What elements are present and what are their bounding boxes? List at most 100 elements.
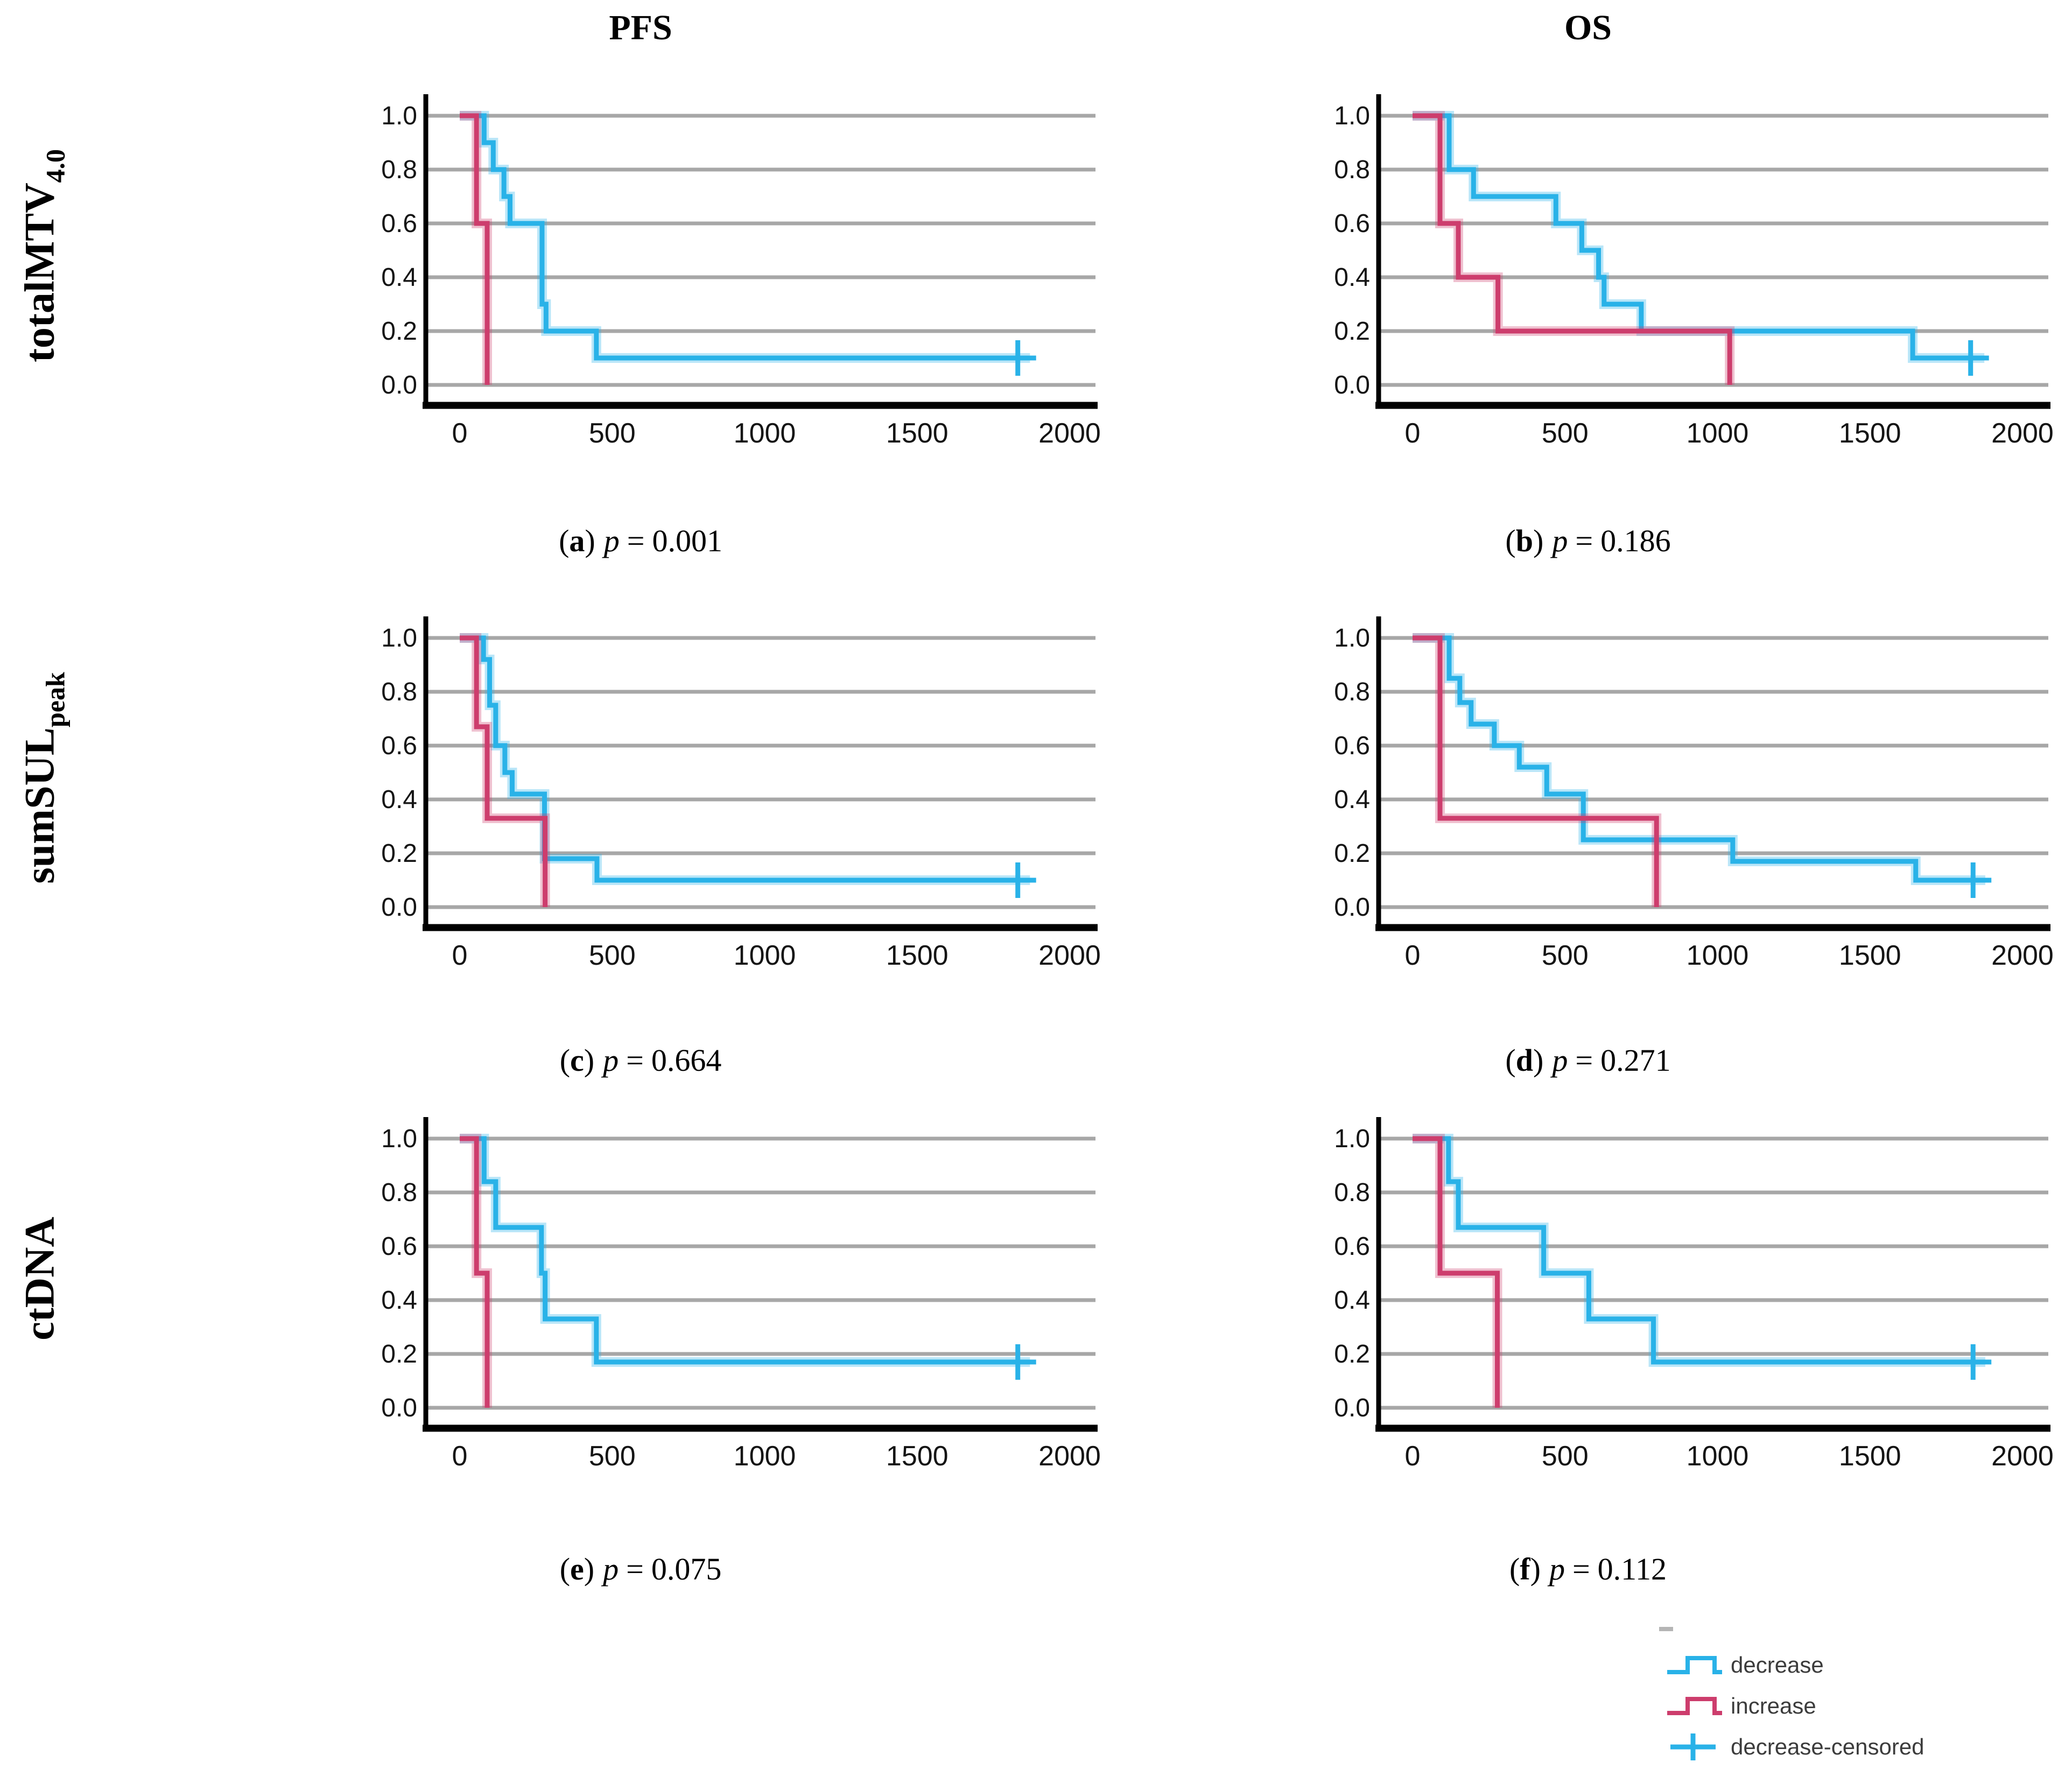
caption-letter: c (570, 1043, 584, 1078)
caption-p-symbol: p (1552, 1043, 1568, 1078)
caption-paren-open: ( (559, 1043, 571, 1078)
row-label-totalmtv: totalMTV4.0 (16, 149, 71, 362)
km-plot-f: 1.0 0.8 0.6 0.4 0.2 0.0 0 500 1000 1500 2000 (1334, 1117, 2054, 1472)
x-tick-label: 2000 (1038, 940, 1101, 971)
caption-paren-close: ) (585, 523, 595, 558)
y-tick-label: 0.2 (1334, 1340, 1370, 1368)
y-tick-label: 0.6 (1334, 732, 1370, 760)
series-decrease-halo (1413, 633, 1985, 885)
km-plot-e: 1.0 0.8 0.6 0.4 0.2 0.0 0 500 1000 1500 2000 (381, 1117, 1101, 1472)
legend-item: increase (1666, 1686, 1924, 1726)
y-tick-label: 0.2 (1334, 317, 1370, 346)
x-tick-label: 500 (589, 940, 636, 971)
y-tick-label: 0.8 (1334, 156, 1370, 184)
x-tick-label: 2000 (1991, 1441, 2054, 1472)
series-decrease (1413, 635, 1985, 883)
km-panel-f: 1.0 0.8 0.6 0.4 0.2 0.0 0 500 1000 1500 2000 (1324, 1098, 2062, 1550)
caption-p-symbol: p (603, 1552, 619, 1587)
row-label-main: ctDNA (16, 1217, 63, 1340)
caption-p-value: 0.186 (1600, 523, 1671, 558)
caption-paren-close: ) (1530, 1552, 1541, 1587)
row-label-sumsul: sumSULpeak (16, 672, 71, 883)
caption-equals: = (627, 523, 645, 558)
series-increase (1413, 1136, 1500, 1408)
column-header-pfs: PFS (609, 8, 672, 47)
y-tick-label: 1.0 (1334, 624, 1370, 652)
y-tick-label: 0.2 (381, 839, 417, 868)
caption-d: (d) p = 0.271 (1319, 1028, 1857, 1093)
legend-plus-glyph (1670, 1733, 1716, 1760)
row-label-subscript: 4.0 (40, 149, 71, 183)
caption-equals: = (1575, 1043, 1593, 1078)
row-label-subscript: peak (40, 672, 71, 728)
y-tick-label: 0.6 (1334, 209, 1370, 238)
series-increase-halo (460, 111, 492, 385)
y-tick-label: 0.6 (381, 1232, 417, 1261)
x-tick-label: 2000 (1991, 418, 2054, 449)
caption-p-value: 0.664 (651, 1043, 722, 1078)
caption-p-symbol: p (603, 1043, 619, 1078)
legend-artifact-dash (1659, 1627, 1673, 1631)
caption-p-symbol: p (1552, 523, 1568, 558)
caption-a: (a) p = 0.001 (371, 509, 910, 573)
y-tick-label: 0.0 (1334, 893, 1370, 922)
y-tick-label: 0.8 (1334, 1178, 1370, 1207)
caption-e: (e) p = 0.075 (371, 1537, 910, 1602)
caption-p-symbol: p (603, 523, 620, 558)
caption-letter: f (1520, 1552, 1530, 1587)
caption-p-symbol: p (1549, 1552, 1565, 1587)
legend-step-line (1667, 1697, 1722, 1715)
km-panel-d: 1.0 0.8 0.6 0.4 0.2 0.0 0 500 1000 1500 2000 (1324, 598, 2062, 1050)
x-tick-label: 500 (589, 418, 636, 449)
y-tick-label: 1.0 (381, 102, 417, 130)
series-decrease (460, 635, 1030, 883)
caption-paren-close: ) (584, 1043, 595, 1078)
km-plot-c: 1.0 0.8 0.6 0.4 0.2 0.0 0 500 1000 1500 2000 (381, 616, 1101, 971)
y-tick-label: 1.0 (381, 1125, 417, 1153)
series-increase (460, 1136, 490, 1408)
x-tick-label: 1500 (1839, 940, 1901, 971)
y-tick-label: 1.0 (1334, 1125, 1370, 1153)
legend-item-label: decrease (1731, 1652, 1824, 1677)
y-tick-label: 0.4 (1334, 263, 1370, 292)
legend-item-label: increase (1731, 1693, 1816, 1718)
y-tick-label: 0.8 (1334, 678, 1370, 706)
x-tick-label: 1500 (1839, 418, 1901, 449)
x-tick-label: 1500 (886, 1441, 949, 1472)
series-decrease (460, 113, 1030, 361)
y-tick-label: 0.2 (381, 317, 417, 346)
x-tick-label: 1000 (734, 418, 796, 449)
caption-equals: = (1572, 1552, 1590, 1587)
x-tick-label: 0 (1405, 940, 1421, 971)
x-tick-label: 1000 (1687, 1441, 1749, 1472)
legend-step-glyph-increase (1667, 1697, 1722, 1715)
y-tick-label: 0.0 (1334, 371, 1370, 399)
caption-paren-open: ( (1505, 523, 1516, 558)
x-tick-label: 500 (1542, 940, 1589, 971)
x-tick-label: 0 (452, 1441, 468, 1472)
legend: decrease increase decrease-censored (1666, 1645, 1924, 1767)
x-tick-label: 1000 (1687, 940, 1749, 971)
caption-p-value: 0.001 (652, 523, 722, 558)
caption-p-value: 0.112 (1597, 1552, 1667, 1587)
caption-p-value: 0.075 (651, 1552, 722, 1587)
km-panel-e: 1.0 0.8 0.6 0.4 0.2 0.0 0 500 1000 1500 2000 (371, 1098, 1109, 1550)
caption-paren-close: ) (584, 1552, 595, 1587)
legend-item: decrease (1666, 1645, 1924, 1686)
caption-equals: = (626, 1552, 644, 1587)
caption-letter: a (569, 523, 585, 558)
column-header-os: OS (1564, 8, 1612, 47)
y-tick-label: 1.0 (381, 624, 417, 652)
x-tick-label: 1000 (734, 1441, 796, 1472)
y-tick-label: 0.8 (381, 678, 417, 706)
x-tick-label: 500 (589, 1441, 636, 1472)
km-panel-b: 1.0 0.8 0.6 0.4 0.2 0.0 0 500 1000 1500 2000 (1324, 75, 2062, 528)
x-tick-label: 1500 (1839, 1441, 1901, 1472)
legend-step-line (1667, 1656, 1722, 1674)
x-tick-label: 0 (1405, 1441, 1421, 1472)
x-tick-label: 1000 (734, 940, 796, 971)
caption-paren-open: ( (559, 523, 570, 558)
x-tick-label: 0 (452, 418, 468, 449)
caption-equals: = (626, 1043, 644, 1078)
km-plot-b: 1.0 0.8 0.6 0.4 0.2 0.0 0 500 1000 1500 2000 (1334, 94, 2054, 449)
